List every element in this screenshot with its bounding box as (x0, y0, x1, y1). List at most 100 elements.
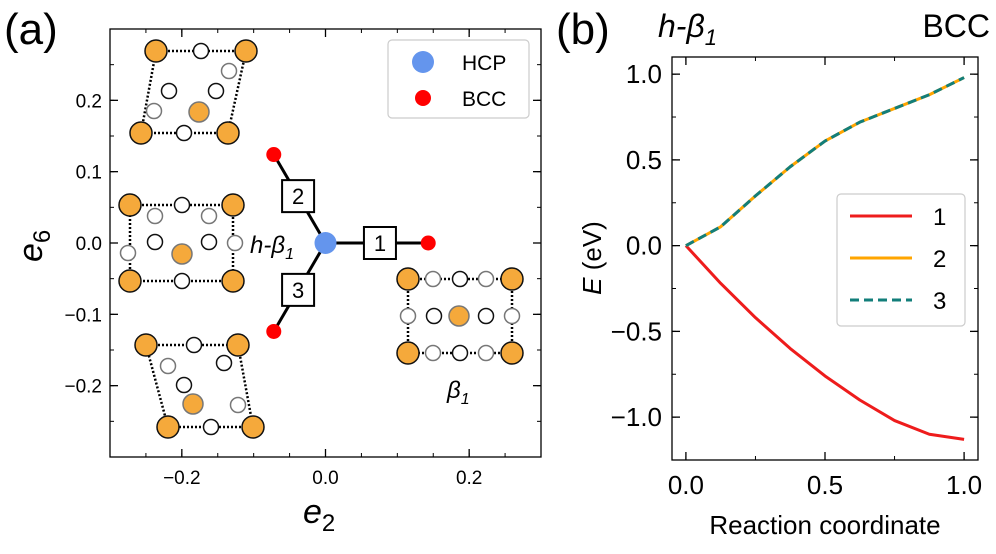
inset-atom-white (173, 196, 191, 214)
panel-b-ytick-label: 0.5 (626, 145, 662, 175)
panel-a-ylabel-sub: 6 (29, 230, 56, 243)
panel-a-ylabel-main: e (12, 243, 50, 262)
inset-atom-corner (500, 341, 524, 365)
inset-atom-white (451, 344, 469, 362)
path-label-2: 2 (292, 184, 304, 209)
hcp-point (314, 232, 337, 254)
bcc-point (420, 235, 436, 251)
path-label-3: 3 (292, 278, 304, 303)
panel-b-xtick-label: 0.5 (807, 470, 843, 500)
transition-paths: 1 2 3 (266, 147, 436, 339)
panel-a-label: (a) (4, 5, 58, 54)
inset-atom-corner (221, 269, 245, 293)
legend-hcp-marker (412, 51, 434, 73)
inset-atom-grey (399, 307, 417, 325)
panel-a-legend-frame (387, 39, 530, 119)
inset-atom-white (160, 82, 178, 100)
panel-a-xtick-label: −0.2 (163, 468, 201, 489)
inset-atom-corner (144, 39, 168, 63)
inset-atom-grey (146, 207, 164, 225)
inset-atom-grey (477, 270, 495, 288)
inset-atom-grey (424, 344, 442, 362)
inset-atom-grey (424, 270, 442, 288)
panel-b-title-left-main: h-β (658, 8, 705, 44)
inset-bond (226, 50, 248, 134)
panel-a-xlabel-main: e (303, 493, 322, 531)
inset-atom-white (146, 233, 164, 251)
inset-atom-white (192, 42, 210, 60)
panel-a-plot: −0.2 0.0 0.20.20.10.0−0.1−0.2 e2 e6 123 h-… (12, 28, 542, 537)
inset-atom-corner (156, 415, 180, 439)
inset-atom-corner (134, 333, 158, 357)
panel-b-title-right: BCC (922, 8, 990, 44)
panel-b-legend: 1 2 3 (836, 193, 966, 327)
inset-structure-middle (118, 193, 245, 293)
panel-b-ytick-label: −1.0 (611, 402, 662, 432)
path-label-box-2 (281, 179, 316, 214)
inset-atom-corner (396, 267, 420, 291)
inset-atom-corner (118, 269, 142, 293)
inset-atom-corner (221, 193, 245, 217)
panel-a-xlabel: e2 (303, 493, 335, 537)
inset-atom-corner (234, 39, 258, 63)
inset-atom-grey (200, 207, 218, 225)
inset-atom-corner (500, 267, 524, 291)
inset-atom-white (175, 124, 193, 142)
panel-a-ylabel: e6 (12, 230, 56, 262)
inset-atom-center (188, 101, 210, 123)
panel-a-legend: HCP BCC (387, 39, 530, 119)
path-label-box-1 (362, 226, 397, 260)
inset-structure-right (396, 267, 524, 365)
inset-atom-grey (226, 234, 244, 252)
panel-b-ytick-label: 0.0 (626, 231, 662, 261)
panel-b-title-left-sub: 1 (705, 25, 717, 50)
bcc-point (266, 323, 282, 339)
panel-b-series (684, 76, 965, 441)
center-label: h-β1 (250, 232, 294, 263)
inset-atom-white (477, 307, 495, 325)
inset-atom-white (215, 354, 233, 372)
legend-bcc-marker (415, 90, 431, 106)
panel-b-ylabel-italic: E (577, 277, 607, 295)
panel-b-plot: h-β1 BCC 0.0 0.5 1.01.00.50.0−0.5−1.0 Reac… (577, 8, 990, 540)
panel-b-ylabel: E (eV) (577, 221, 607, 295)
inset-atom-grey (477, 344, 495, 362)
path-label-1: 1 (374, 231, 386, 256)
inset-atom-corner (241, 415, 265, 439)
inset-atom-grey (220, 62, 238, 80)
inset-atom-white (425, 307, 443, 325)
series-line-3 (685, 76, 965, 247)
panel-a-ytick-label: 0.1 (76, 163, 102, 184)
panel-b-title-left: h-β1 (658, 8, 717, 50)
inset-atom-grey (145, 102, 163, 120)
inset-atom-white (207, 82, 225, 100)
panel-b-xtick-label: 1.0 (946, 470, 982, 500)
legend-bcc-label: BCC (462, 88, 506, 111)
inset-atom-corner (216, 121, 240, 145)
inset-atom-corner (118, 193, 142, 217)
beta-label-main: β (446, 377, 461, 404)
legend-series-2-label: 2 (933, 246, 946, 273)
center-label-sub: 1 (285, 246, 294, 263)
panel-b-legend-frame (836, 193, 966, 327)
path-label-box-3 (281, 272, 316, 307)
panel-b-ylabel-rest: (eV) (577, 221, 607, 277)
panel-b-label: (b) (556, 5, 610, 54)
panel-b-ticks: 0.0 0.5 1.0 1.0 0.5 0.0 −0.5 −1.0 (611, 57, 982, 500)
legend-series-1-label: 1 (933, 204, 946, 231)
inset-bond (236, 344, 255, 428)
inset-atom-corner (129, 121, 153, 145)
inset-atom-corner (396, 341, 420, 365)
panel-a-ytick-label: −0.2 (64, 377, 102, 398)
inset-atom-grey (503, 307, 521, 325)
panel-b-ytick-label: −0.5 (611, 316, 662, 346)
inset-atom-corner (226, 333, 250, 357)
inset-atom-center (448, 305, 470, 327)
panel-b-xtick-label: 0.0 (668, 470, 704, 500)
legend-series-3-label: 3 (933, 288, 946, 315)
bcc-point (266, 147, 282, 163)
legend-hcp-label: HCP (462, 52, 506, 75)
inset-atom-white (173, 272, 191, 290)
inset-atom-white (202, 418, 220, 436)
